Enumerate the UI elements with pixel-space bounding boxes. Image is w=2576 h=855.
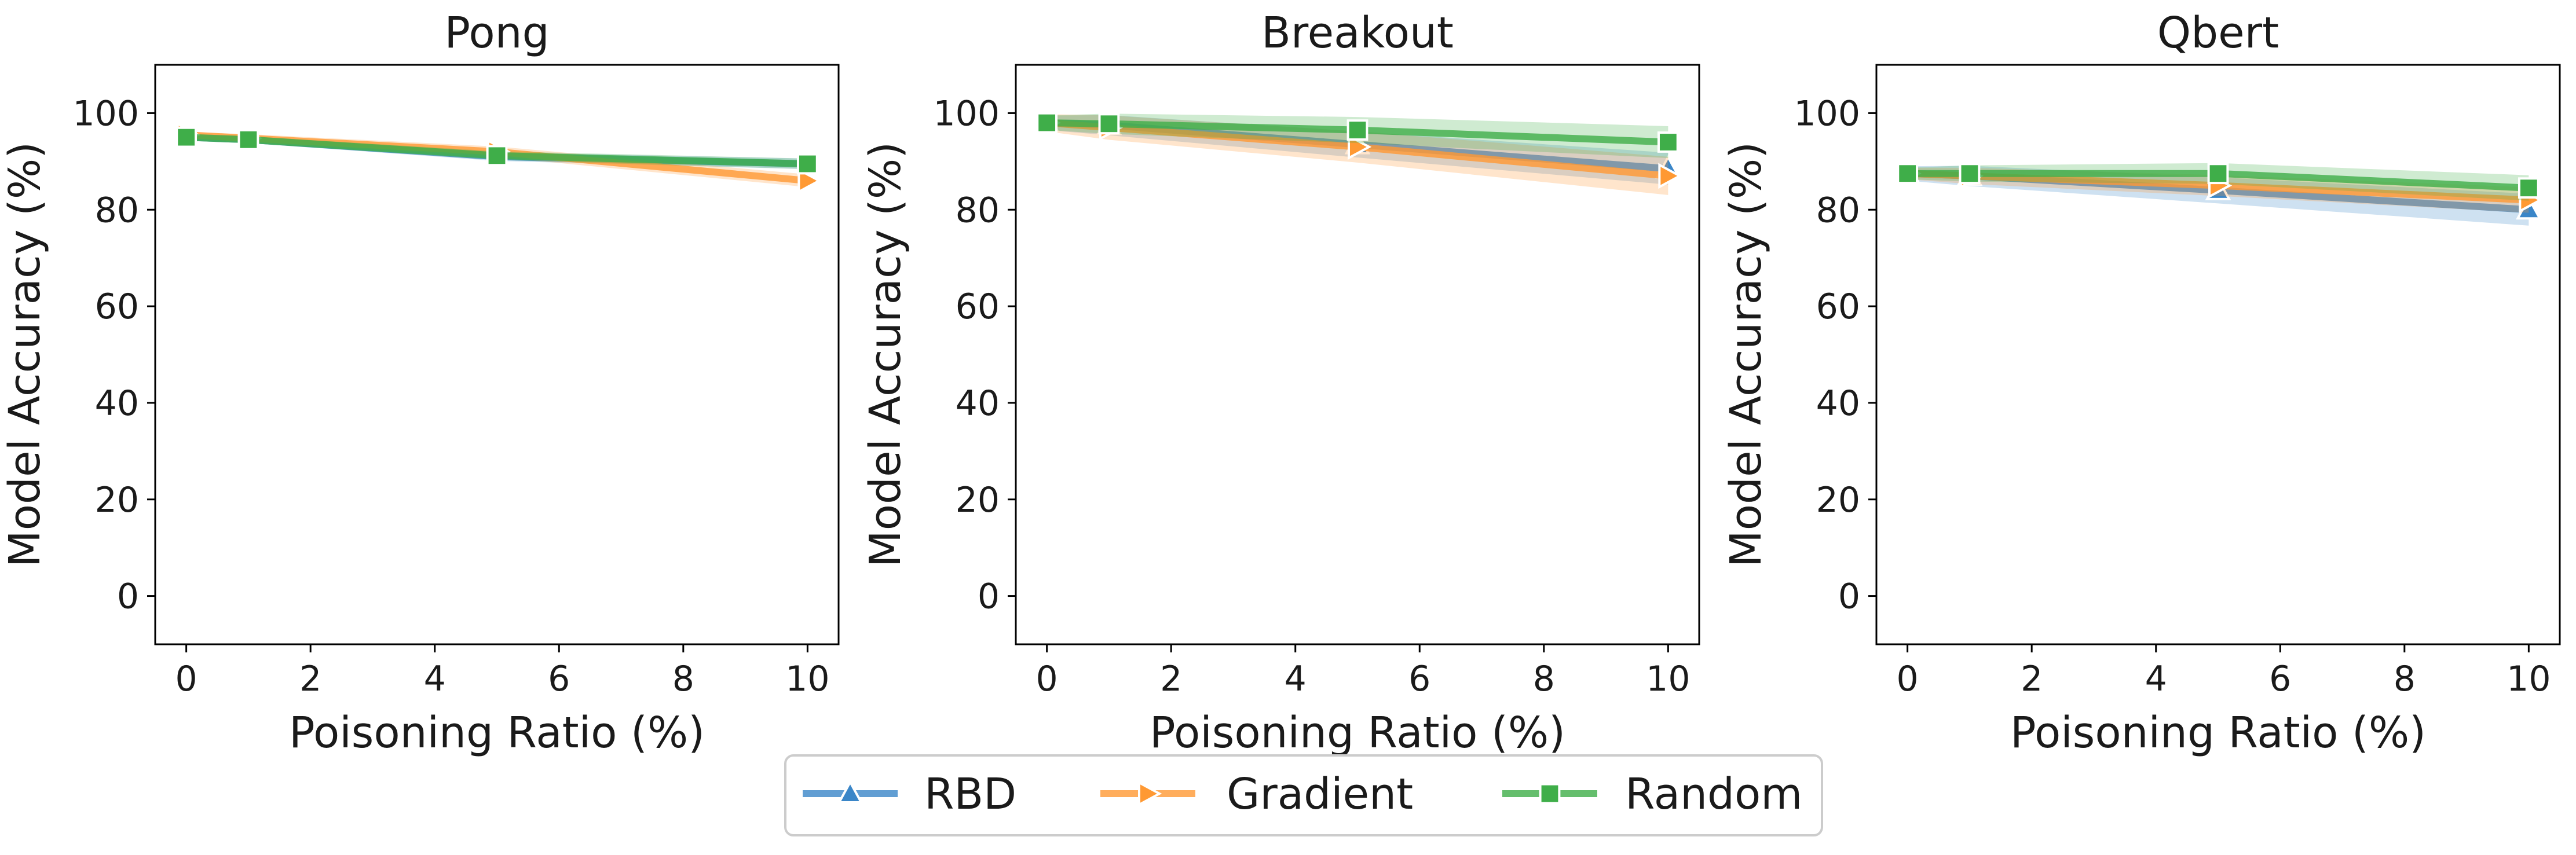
y-tick-label: 80 bbox=[956, 190, 1000, 230]
data-point bbox=[796, 153, 818, 175]
data-point bbox=[237, 129, 259, 151]
y-tick-label: 20 bbox=[1816, 480, 1860, 520]
x-tick-label: 4 bbox=[2145, 659, 2167, 699]
y-tick-label: 100 bbox=[72, 93, 139, 134]
panel-pong: Pong 0 20 40 60 80 100 0 2 4 6 8 10 Poisoning Ratio (… bbox=[0, 8, 840, 758]
x-tick-label: 8 bbox=[672, 659, 694, 699]
y-tick-label: 40 bbox=[956, 383, 1000, 424]
x-tick-label: 0 bbox=[1036, 659, 1058, 699]
x-tick-label: 10 bbox=[1646, 659, 1690, 699]
x-axis-label: Poisoning Ratio (%) bbox=[289, 708, 705, 758]
x-tick-label: 0 bbox=[1897, 659, 1919, 699]
x-tick-label: 4 bbox=[424, 659, 446, 699]
x-tick-label: 2 bbox=[2021, 659, 2043, 699]
x-tick-label: 8 bbox=[2394, 659, 2416, 699]
legend-label: Random bbox=[1625, 769, 1802, 819]
x-tick-label: 6 bbox=[1408, 659, 1430, 699]
x-tick-label: 6 bbox=[2269, 659, 2291, 699]
y-tick-label: 60 bbox=[1816, 287, 1860, 327]
series-line bbox=[186, 134, 808, 168]
legend-marker bbox=[1539, 783, 1561, 805]
y-axis-label: Model Accuracy (%) bbox=[861, 142, 910, 567]
y-tick-label: 20 bbox=[956, 480, 1000, 520]
series-line bbox=[1907, 170, 2529, 192]
series-random bbox=[1036, 112, 1679, 158]
y-tick-label: 40 bbox=[1816, 383, 1860, 424]
legend-label: RBD bbox=[924, 769, 1016, 819]
legend: RBD Gradient Random bbox=[784, 754, 1823, 836]
y-tick-label: 60 bbox=[95, 287, 139, 327]
y-tick-label: 40 bbox=[95, 383, 139, 424]
data-point bbox=[1658, 163, 1682, 189]
data-point bbox=[1346, 119, 1368, 141]
x-tick-label: 10 bbox=[785, 659, 829, 699]
data-point bbox=[2518, 177, 2540, 199]
data-point bbox=[1036, 112, 1058, 134]
y-axis-label: Model Accuracy (%) bbox=[0, 142, 50, 567]
x-tick-label: 4 bbox=[1285, 659, 1307, 699]
x-axis-label: Poisoning Ratio (%) bbox=[2010, 708, 2426, 758]
legend-item-random: Random bbox=[1502, 769, 1802, 819]
legend-item-rbd: RBD bbox=[803, 769, 1016, 819]
plot-frame bbox=[1015, 64, 1700, 645]
legend-marker bbox=[837, 779, 863, 803]
series-line bbox=[1046, 119, 1668, 146]
y-tick-label: 100 bbox=[933, 93, 1000, 134]
data-point bbox=[797, 167, 822, 194]
series-random bbox=[1897, 163, 2540, 201]
panel-breakout: Breakout 0 20 40 60 80 100 0 2 4 6 8 10 Poisoning Rat… bbox=[861, 8, 1700, 758]
data-point bbox=[1897, 163, 1919, 185]
y-tick-label: 0 bbox=[978, 577, 1000, 617]
y-tick-label: 80 bbox=[95, 190, 139, 230]
panel-title: Pong bbox=[444, 8, 549, 58]
legend-item-gradient: Gradient bbox=[1100, 769, 1413, 819]
x-tick-label: 10 bbox=[2507, 659, 2551, 699]
panel-title: Qbert bbox=[2157, 8, 2279, 58]
legend-label: Gradient bbox=[1227, 769, 1413, 819]
x-tick-label: 0 bbox=[175, 659, 197, 699]
x-axis-label: Poisoning Ratio (%) bbox=[1150, 708, 1565, 758]
x-tick-label: 6 bbox=[548, 659, 570, 699]
x-tick-label: 8 bbox=[1533, 659, 1555, 699]
data-point bbox=[1098, 113, 1120, 135]
y-tick-label: 0 bbox=[1838, 577, 1860, 617]
panel-qbert: Qbert 0 20 40 60 80 100 0 2 4 6 8 10 Poisoning Ratio … bbox=[1721, 8, 2561, 758]
data-point bbox=[1348, 134, 1372, 160]
x-tick-label: 2 bbox=[299, 659, 321, 699]
y-tick-label: 20 bbox=[95, 480, 139, 520]
data-point bbox=[486, 145, 508, 167]
plot-frame bbox=[154, 64, 840, 645]
plot-frame bbox=[1875, 64, 2561, 645]
series-random bbox=[175, 126, 818, 175]
panel-title: Breakout bbox=[1261, 8, 1454, 58]
y-tick-label: 80 bbox=[1816, 190, 1860, 230]
data-point bbox=[175, 126, 197, 148]
y-tick-label: 60 bbox=[956, 287, 1000, 327]
legend-frame bbox=[784, 754, 1823, 836]
data-point bbox=[1657, 131, 1679, 153]
x-tick-label: 2 bbox=[1160, 659, 1182, 699]
data-point bbox=[1959, 163, 1981, 185]
y-axis-label: Model Accuracy (%) bbox=[1721, 142, 1771, 567]
y-tick-label: 100 bbox=[1794, 93, 1860, 134]
legend-marker bbox=[1138, 780, 1162, 807]
y-tick-label: 0 bbox=[117, 577, 139, 617]
data-point bbox=[2207, 163, 2229, 185]
